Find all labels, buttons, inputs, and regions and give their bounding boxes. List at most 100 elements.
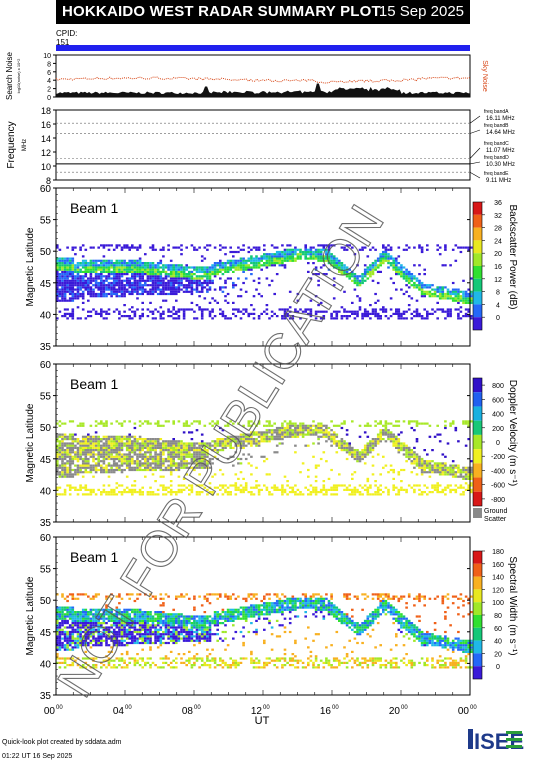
scatter-cell [167,292,170,296]
scatter-cell [288,310,292,313]
scatter-cell [120,270,124,273]
scatter-cell [299,429,302,432]
scatter-cell [257,444,261,447]
scatter-cell [299,317,302,320]
scatter-cell [136,468,139,472]
scatter-cell [172,460,175,463]
scatter-cell [190,462,194,465]
scatter-cell [343,266,346,269]
scatter-cell [358,275,362,278]
scatter-cell [426,486,429,489]
scatter-cell [431,292,434,296]
scatter-cell [234,482,238,485]
scatter-cell [149,246,152,249]
scatter-cell [162,317,165,320]
scatter-cell [169,292,173,296]
scatter-cell [146,455,150,458]
scatter-cell [125,244,129,247]
scatter-cell [387,266,390,269]
scatter-cell [162,451,165,454]
scatter-cell [74,613,77,616]
scatter-cell [154,270,157,273]
scatter-cell [410,277,414,280]
scatter-cell [376,491,380,494]
scatter-cell [198,281,201,285]
y-tick-label: 40 [40,310,52,321]
scatter-cell [395,444,398,447]
scatter-cell [105,595,108,598]
scatter-cell [242,446,245,449]
scatter-cell [464,290,468,293]
scatter-cell [402,317,406,320]
scatter-cell [123,295,126,298]
scatter-cell [89,488,93,491]
scatter-cell [177,442,181,445]
scatter-cell [379,308,382,311]
scatter-cell [74,446,77,449]
scatter-cell [115,440,119,443]
scatter-cell [374,301,377,304]
scatter-cell [351,420,354,423]
scatter-cell [68,286,72,289]
scatter-cell [325,460,328,463]
scatter-cell [97,295,100,298]
scatter-cell [457,290,460,293]
scatter-cell [76,611,80,614]
scatter-cell [190,442,194,445]
scatter-cell [353,449,357,452]
scatter-cell [133,286,137,289]
scatter-cell [81,259,85,262]
scatter-cell [449,491,452,494]
scatter-cell [188,273,191,276]
scatter-cell [206,460,209,463]
scatter-cell [340,444,344,447]
scatter-cell [128,451,131,454]
scatter-cell [110,637,113,640]
scatter-cell [61,435,64,438]
scatter-cell [363,462,367,465]
scatter-cell [110,440,113,443]
scatter-cell [102,270,106,273]
scatter-cell [167,457,170,461]
scatter-cell [229,246,232,249]
scatter-cell [195,304,199,307]
scatter-cell [105,639,108,642]
scatter-cell [110,613,113,616]
scatter-cell [74,464,77,467]
scatter-cell [319,248,323,251]
scatter-cell [63,281,67,285]
scatter-cell [268,284,271,287]
scatter-cell [363,444,367,447]
scatter-cell [467,471,470,474]
scatter-cell [74,624,77,627]
scatter-cell [133,611,137,614]
scatter-cell [105,262,108,265]
scatter-cell [138,262,142,265]
scatter-cell [84,248,88,251]
scatter-cell [128,622,131,625]
scatter-cell [87,664,90,667]
scatter-cell [428,462,432,465]
scatter-cell [105,268,108,271]
scatter-cell [92,440,95,443]
scatter-cell [169,449,173,452]
scatter-cell [384,257,388,260]
scatter-cell [232,270,235,273]
scatter-cell [138,424,142,427]
scatter-cell [92,468,95,472]
scatter-cell [242,268,245,271]
scatter-cell [138,246,142,249]
scatter-cell [190,288,194,291]
scatter-cell [162,312,165,315]
scatter-cell [397,262,401,265]
scatter-cell [402,453,406,456]
scatter-cell [361,493,364,496]
scatter-cell [128,617,131,620]
scatter-cell [105,279,108,282]
scatter-cell [211,310,214,313]
scatter-cell [110,624,113,627]
scatter-cell [379,315,382,318]
scatter-cell [462,315,465,318]
scatter-cell [133,259,137,262]
scatter-cell [63,257,67,260]
